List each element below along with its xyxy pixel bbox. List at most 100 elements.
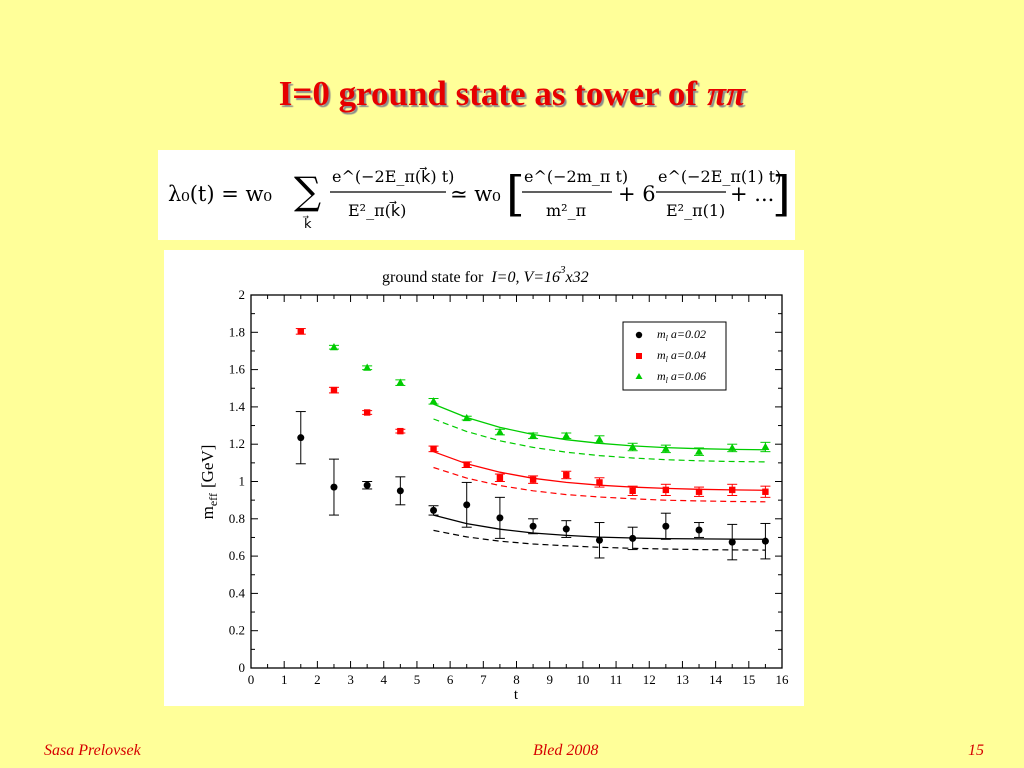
data-point-circle <box>529 522 537 530</box>
formula-coefficient: + 6 <box>618 182 656 206</box>
x-tick-label: 4 <box>381 672 388 687</box>
legend-label-3: ml a=0.06 <box>657 369 706 385</box>
x-tick-label: 9 <box>546 672 553 687</box>
data-point-circle <box>728 538 736 546</box>
legend: ml a=0.02 ml a=0.04 ml a=0.06 <box>622 321 727 391</box>
data-point-circle <box>761 537 769 545</box>
chart-title: ground state for I=0, V=163x32 <box>382 264 589 286</box>
data-point-triangle <box>728 443 737 451</box>
x-tick-label: 11 <box>610 672 623 687</box>
y-axis-label: meff [GeV] <box>198 445 220 520</box>
data-point-square <box>662 486 670 494</box>
data-point-triangle <box>529 431 538 439</box>
formula-right-bracket: ] <box>772 166 791 222</box>
data-point-square <box>496 474 504 481</box>
y-axis-label-main: m <box>198 506 217 519</box>
data-point-circle <box>662 522 670 530</box>
data-point-circle <box>430 506 438 514</box>
y-tick-label: 0.4 <box>229 585 246 600</box>
y-tick-label: 1.8 <box>229 324 245 339</box>
formula-term1-denominator: E²_π(k⃗) <box>348 200 406 220</box>
data-points <box>295 328 771 561</box>
data-point-triangle <box>329 343 338 351</box>
y-tick-label: 0.6 <box>229 548 246 563</box>
x-tick-label: 3 <box>347 672 354 687</box>
data-point-circle <box>595 536 603 544</box>
formula-box: λ₀(t) = w₀ ∑ k⃗ e^(−2E_π(k⃗) t) E²_π(k⃗)… <box>158 150 795 240</box>
x-axis-label: t <box>514 687 519 703</box>
data-point-triangle <box>695 447 704 455</box>
data-point-square <box>330 386 338 394</box>
formula: λ₀(t) = w₀ ∑ k⃗ e^(−2E_π(k⃗) t) E²_π(k⃗)… <box>168 166 791 232</box>
data-point-triangle <box>462 413 471 422</box>
y-axis-label-unit: [GeV] <box>198 445 217 488</box>
x-tick-label: 0 <box>248 672 255 687</box>
fit-curve-dashed <box>433 418 766 463</box>
data-point-square <box>297 328 304 335</box>
data-point-square <box>529 476 537 483</box>
legend-marker-triangle <box>635 373 643 379</box>
data-point-square <box>430 445 437 453</box>
formula-term1-numerator: e^(−2E_π(k⃗) t) <box>332 166 454 186</box>
data-point-square <box>729 486 736 494</box>
data-point-square <box>596 479 603 486</box>
data-point-square <box>629 487 636 495</box>
y-tick-label: 1.6 <box>229 362 246 377</box>
formula-tail: + ... <box>730 182 774 206</box>
footer-page-number: 15 <box>968 742 984 759</box>
data-point-triangle <box>761 442 770 450</box>
formula-left-bracket: [ <box>506 166 525 222</box>
formula-term3-denominator: E²_π(1) <box>666 201 725 220</box>
chart-title-superscript: 3 <box>559 264 566 276</box>
data-point-square <box>695 488 703 495</box>
x-tick-label: 16 <box>776 672 790 687</box>
formula-approx: ≃ w₀ <box>450 182 501 206</box>
data-point-triangle <box>495 427 504 436</box>
x-tick-label: 8 <box>513 672 520 687</box>
data-point-circle <box>695 526 703 534</box>
x-tick-label: 1 <box>281 672 288 687</box>
data-point-triangle <box>363 363 372 371</box>
legend-marker-square <box>636 353 642 359</box>
x-tick-label: 2 <box>314 672 321 687</box>
y-tick-label: 2 <box>239 287 246 302</box>
legend-label-2: ml a=0.04 <box>657 348 706 364</box>
formula-term2-denominator: m²_π <box>546 201 586 220</box>
x-tick-label: 6 <box>447 672 454 687</box>
formula-term3-numerator: e^(−2E_π(1) t) <box>658 167 781 186</box>
data-point-triangle <box>429 397 438 405</box>
x-tick-label: 5 <box>414 672 421 687</box>
formula-term2-numerator: e^(−2m_π t) <box>524 167 628 186</box>
x-tick-label: 10 <box>576 672 589 687</box>
data-point-circle <box>363 481 371 489</box>
footer-author: Sasa Prelovsek <box>44 742 141 759</box>
data-point-circle <box>330 483 338 491</box>
slide-title-symbol: ππ <box>707 74 746 113</box>
data-point-circle <box>496 514 504 522</box>
chart-title-suffix: x32 <box>565 269 589 286</box>
y-tick-label: 0.8 <box>229 511 245 526</box>
formula-lhs: λ₀(t) = w₀ <box>168 182 272 206</box>
x-tick-label: 7 <box>480 672 487 687</box>
data-point-circle <box>463 501 471 509</box>
y-axis-label-sub: eff <box>206 493 220 506</box>
legend-marker-circle <box>635 331 643 339</box>
data-point-square <box>397 427 404 435</box>
data-point-square <box>463 461 470 468</box>
data-point-circle <box>629 534 637 542</box>
data-point-triangle <box>562 431 571 439</box>
y-tick-label: 1.2 <box>229 436 245 451</box>
data-point-triangle <box>628 442 637 450</box>
data-point-square <box>363 409 371 416</box>
data-point-triangle <box>595 435 604 443</box>
footer-venue: Bled 2008 <box>533 742 599 759</box>
data-point-triangle <box>661 444 670 452</box>
data-point-circle <box>396 487 404 495</box>
x-tick-label: 12 <box>643 672 656 687</box>
legend-label-1: ml a=0.02 <box>657 327 706 343</box>
chart-title-prefix: ground state for <box>382 269 484 286</box>
slide-title: I=0 ground state as tower of ππ <box>0 74 1024 114</box>
data-point-circle <box>297 434 305 442</box>
